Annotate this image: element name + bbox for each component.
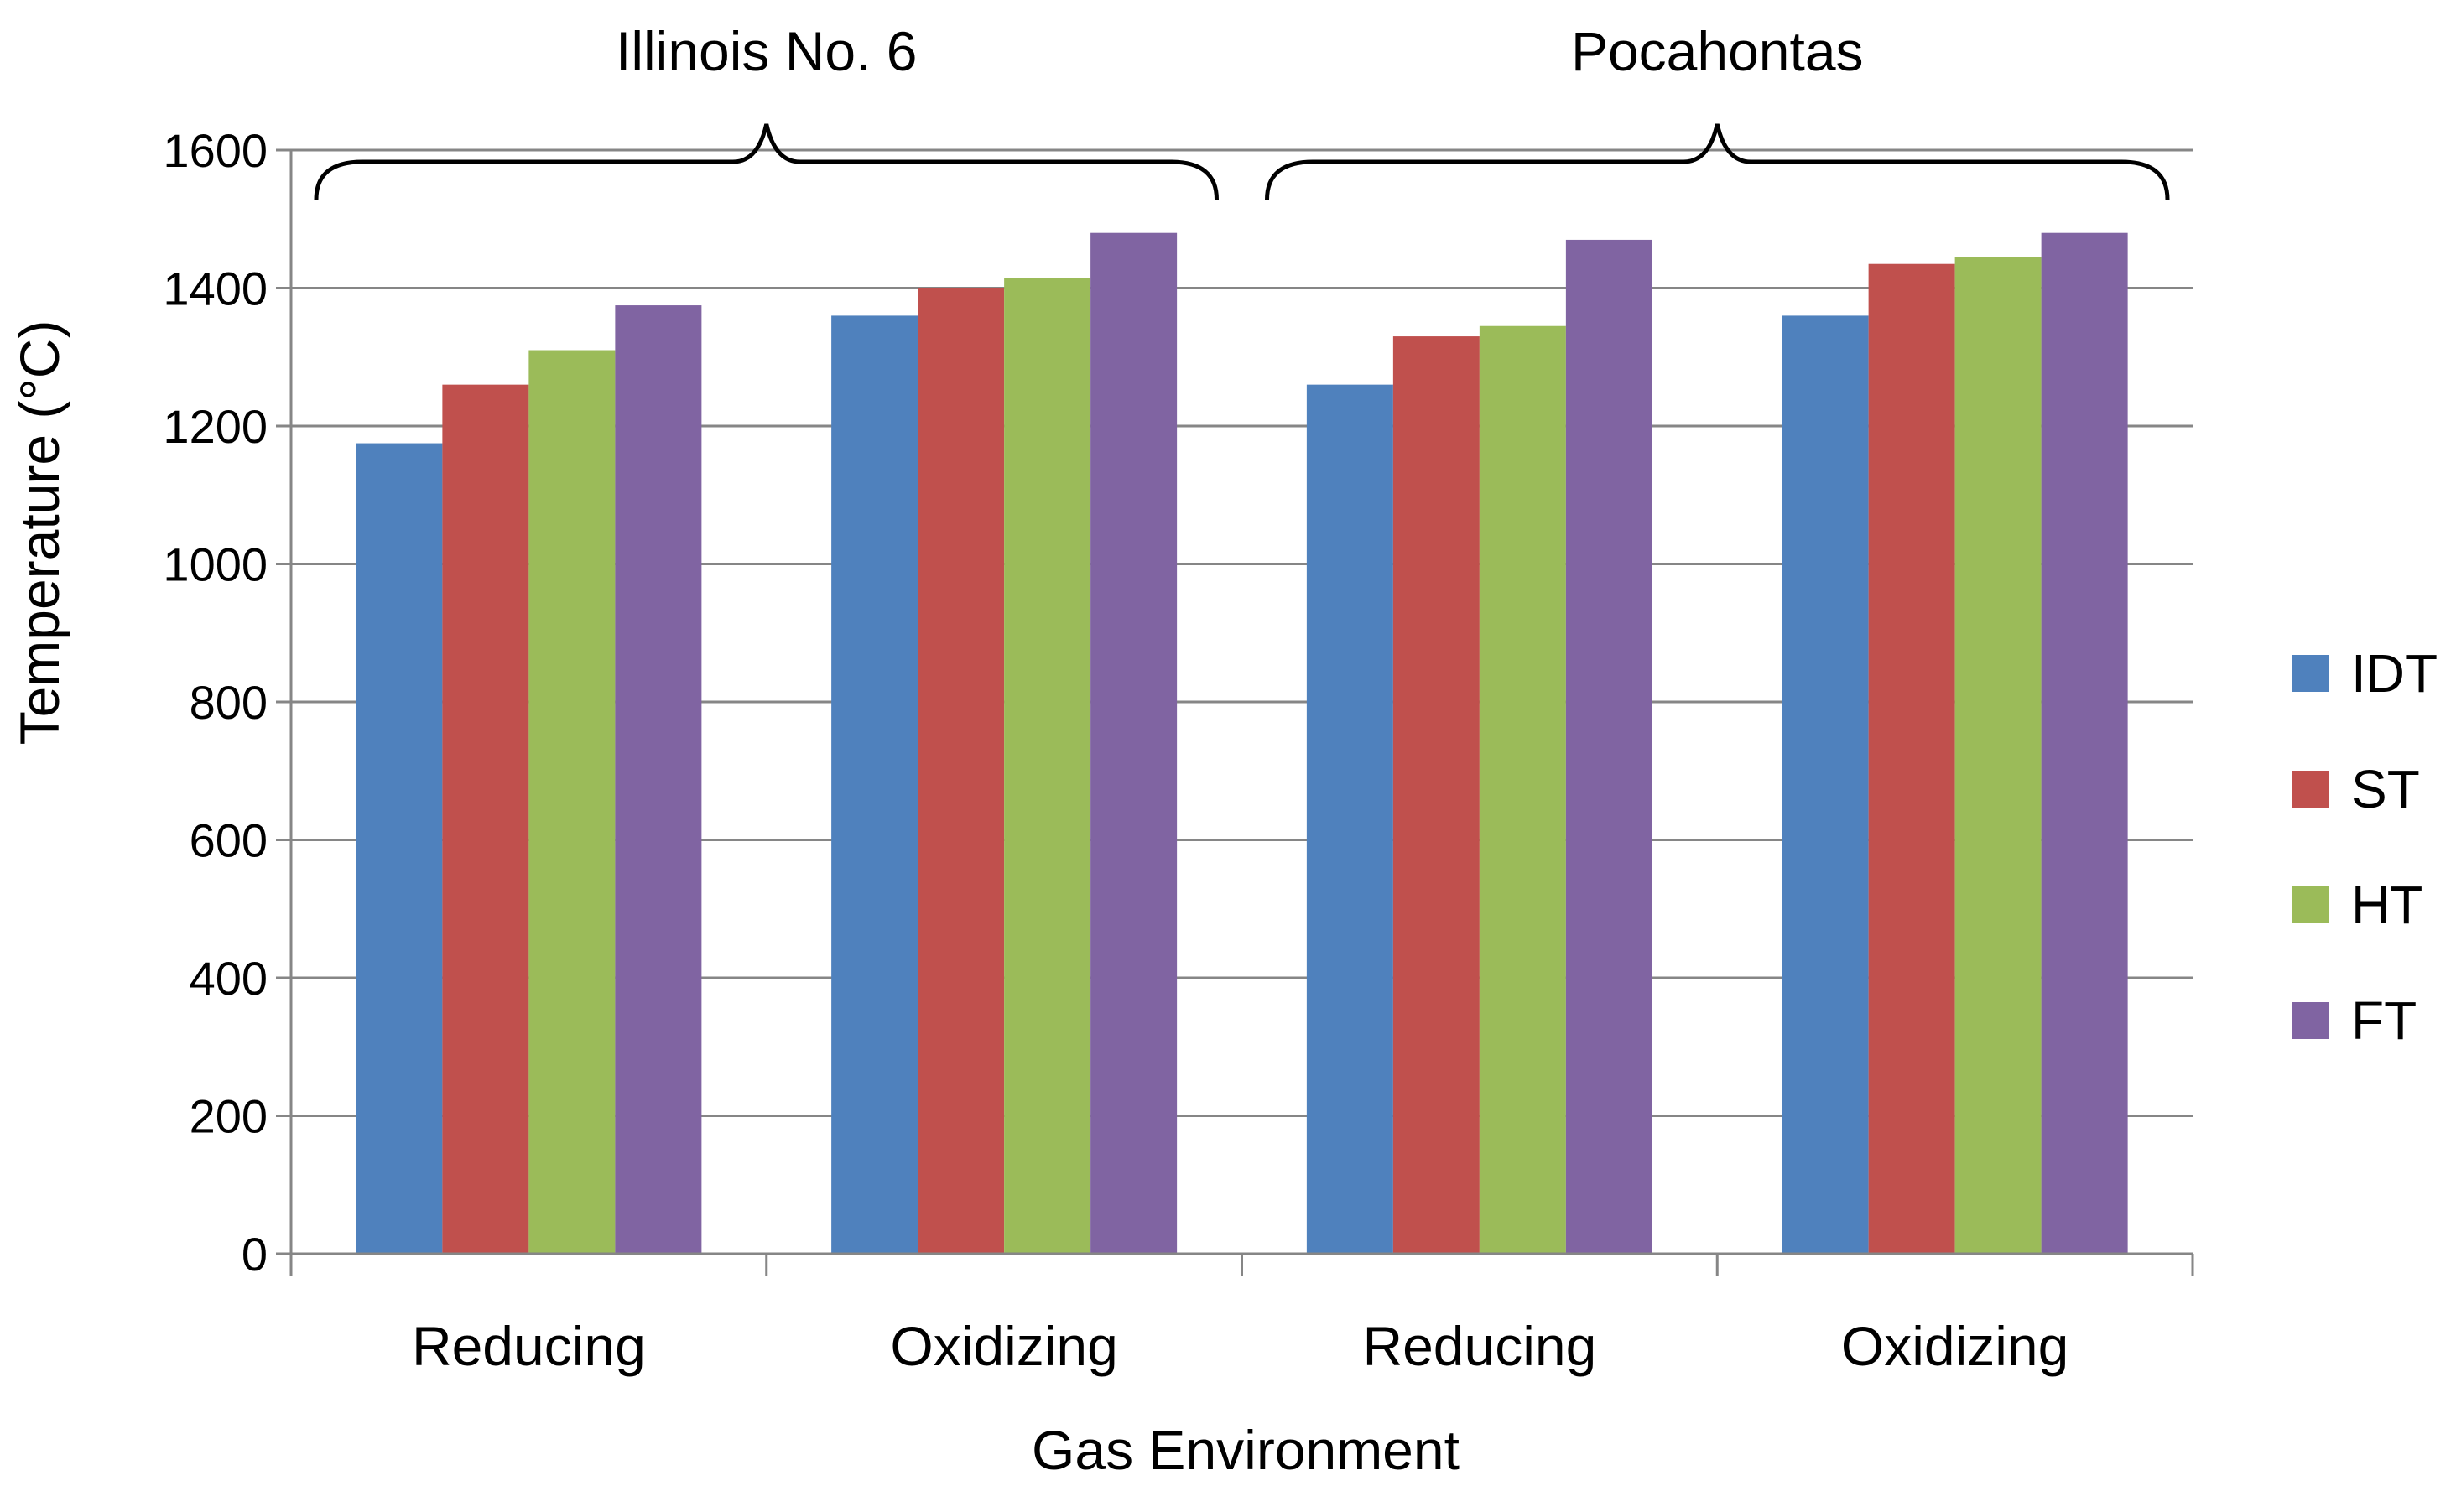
legend-label: ST	[2351, 759, 2420, 819]
bar-idt	[831, 315, 918, 1254]
bar-idt	[1782, 315, 1869, 1254]
bar-ht	[528, 350, 616, 1254]
y-tick-label: 200	[190, 1090, 268, 1143]
x-category-label: Reducing	[1362, 1315, 1596, 1377]
bar-st	[918, 288, 1005, 1254]
x-category-label: Reducing	[412, 1315, 646, 1377]
bar-ht	[1954, 257, 2042, 1254]
y-tick-label: 1000	[163, 538, 268, 591]
bar-idt	[356, 443, 443, 1254]
x-category-label: Oxidizing	[1841, 1315, 2068, 1377]
y-tick-label: 1200	[163, 400, 268, 453]
legend-swatch	[2292, 771, 2329, 808]
legend-swatch	[2292, 655, 2329, 692]
y-tick-label: 1400	[163, 262, 268, 315]
x-category-labels: Reducing Oxidizing Reducing Oxidizing	[412, 1315, 2068, 1377]
bar-st	[1392, 336, 1480, 1255]
bar-ht	[1479, 325, 1566, 1254]
group-brace	[1265, 123, 2170, 200]
group-label: Pocahontas	[1571, 20, 1864, 82]
y-tick-label: 1600	[163, 124, 268, 177]
bar-ht	[1004, 278, 1091, 1255]
bar-ft	[2041, 232, 2128, 1255]
legend-label: HT	[2351, 875, 2422, 935]
legend-label: IDT	[2351, 643, 2438, 704]
x-axis-title: Gas Environment	[1032, 1419, 1460, 1481]
bar-ft	[1090, 232, 1178, 1255]
bar-st	[1868, 263, 1955, 1254]
bar-idt	[1306, 384, 1393, 1254]
axes	[276, 148, 2194, 1276]
bar-ft	[615, 305, 702, 1254]
legend-swatch	[2292, 886, 2329, 923]
x-category-label: Oxidizing	[890, 1315, 1117, 1377]
y-tick-label: 0	[242, 1228, 268, 1281]
y-axis-title: Temperature (°C)	[8, 320, 70, 746]
bars	[356, 232, 2128, 1255]
y-tick-label: 800	[190, 676, 268, 729]
legend: IDT ST HT FT	[2292, 643, 2438, 1051]
group-brace	[314, 123, 1219, 200]
y-tick-label: 400	[190, 952, 268, 1005]
y-tick-labels: 0 200 400 600 800 1000 1200 1400 1600	[163, 124, 268, 1281]
bar-st	[442, 384, 529, 1254]
group-label: Illinois No. 6	[616, 20, 918, 82]
legend-label: FT	[2351, 990, 2417, 1051]
legend-swatch	[2292, 1002, 2329, 1039]
y-tick-label: 600	[190, 814, 268, 867]
bar-ft	[1565, 239, 1652, 1254]
group-braces: Illinois No. 6 Pocahontas	[314, 20, 2170, 200]
